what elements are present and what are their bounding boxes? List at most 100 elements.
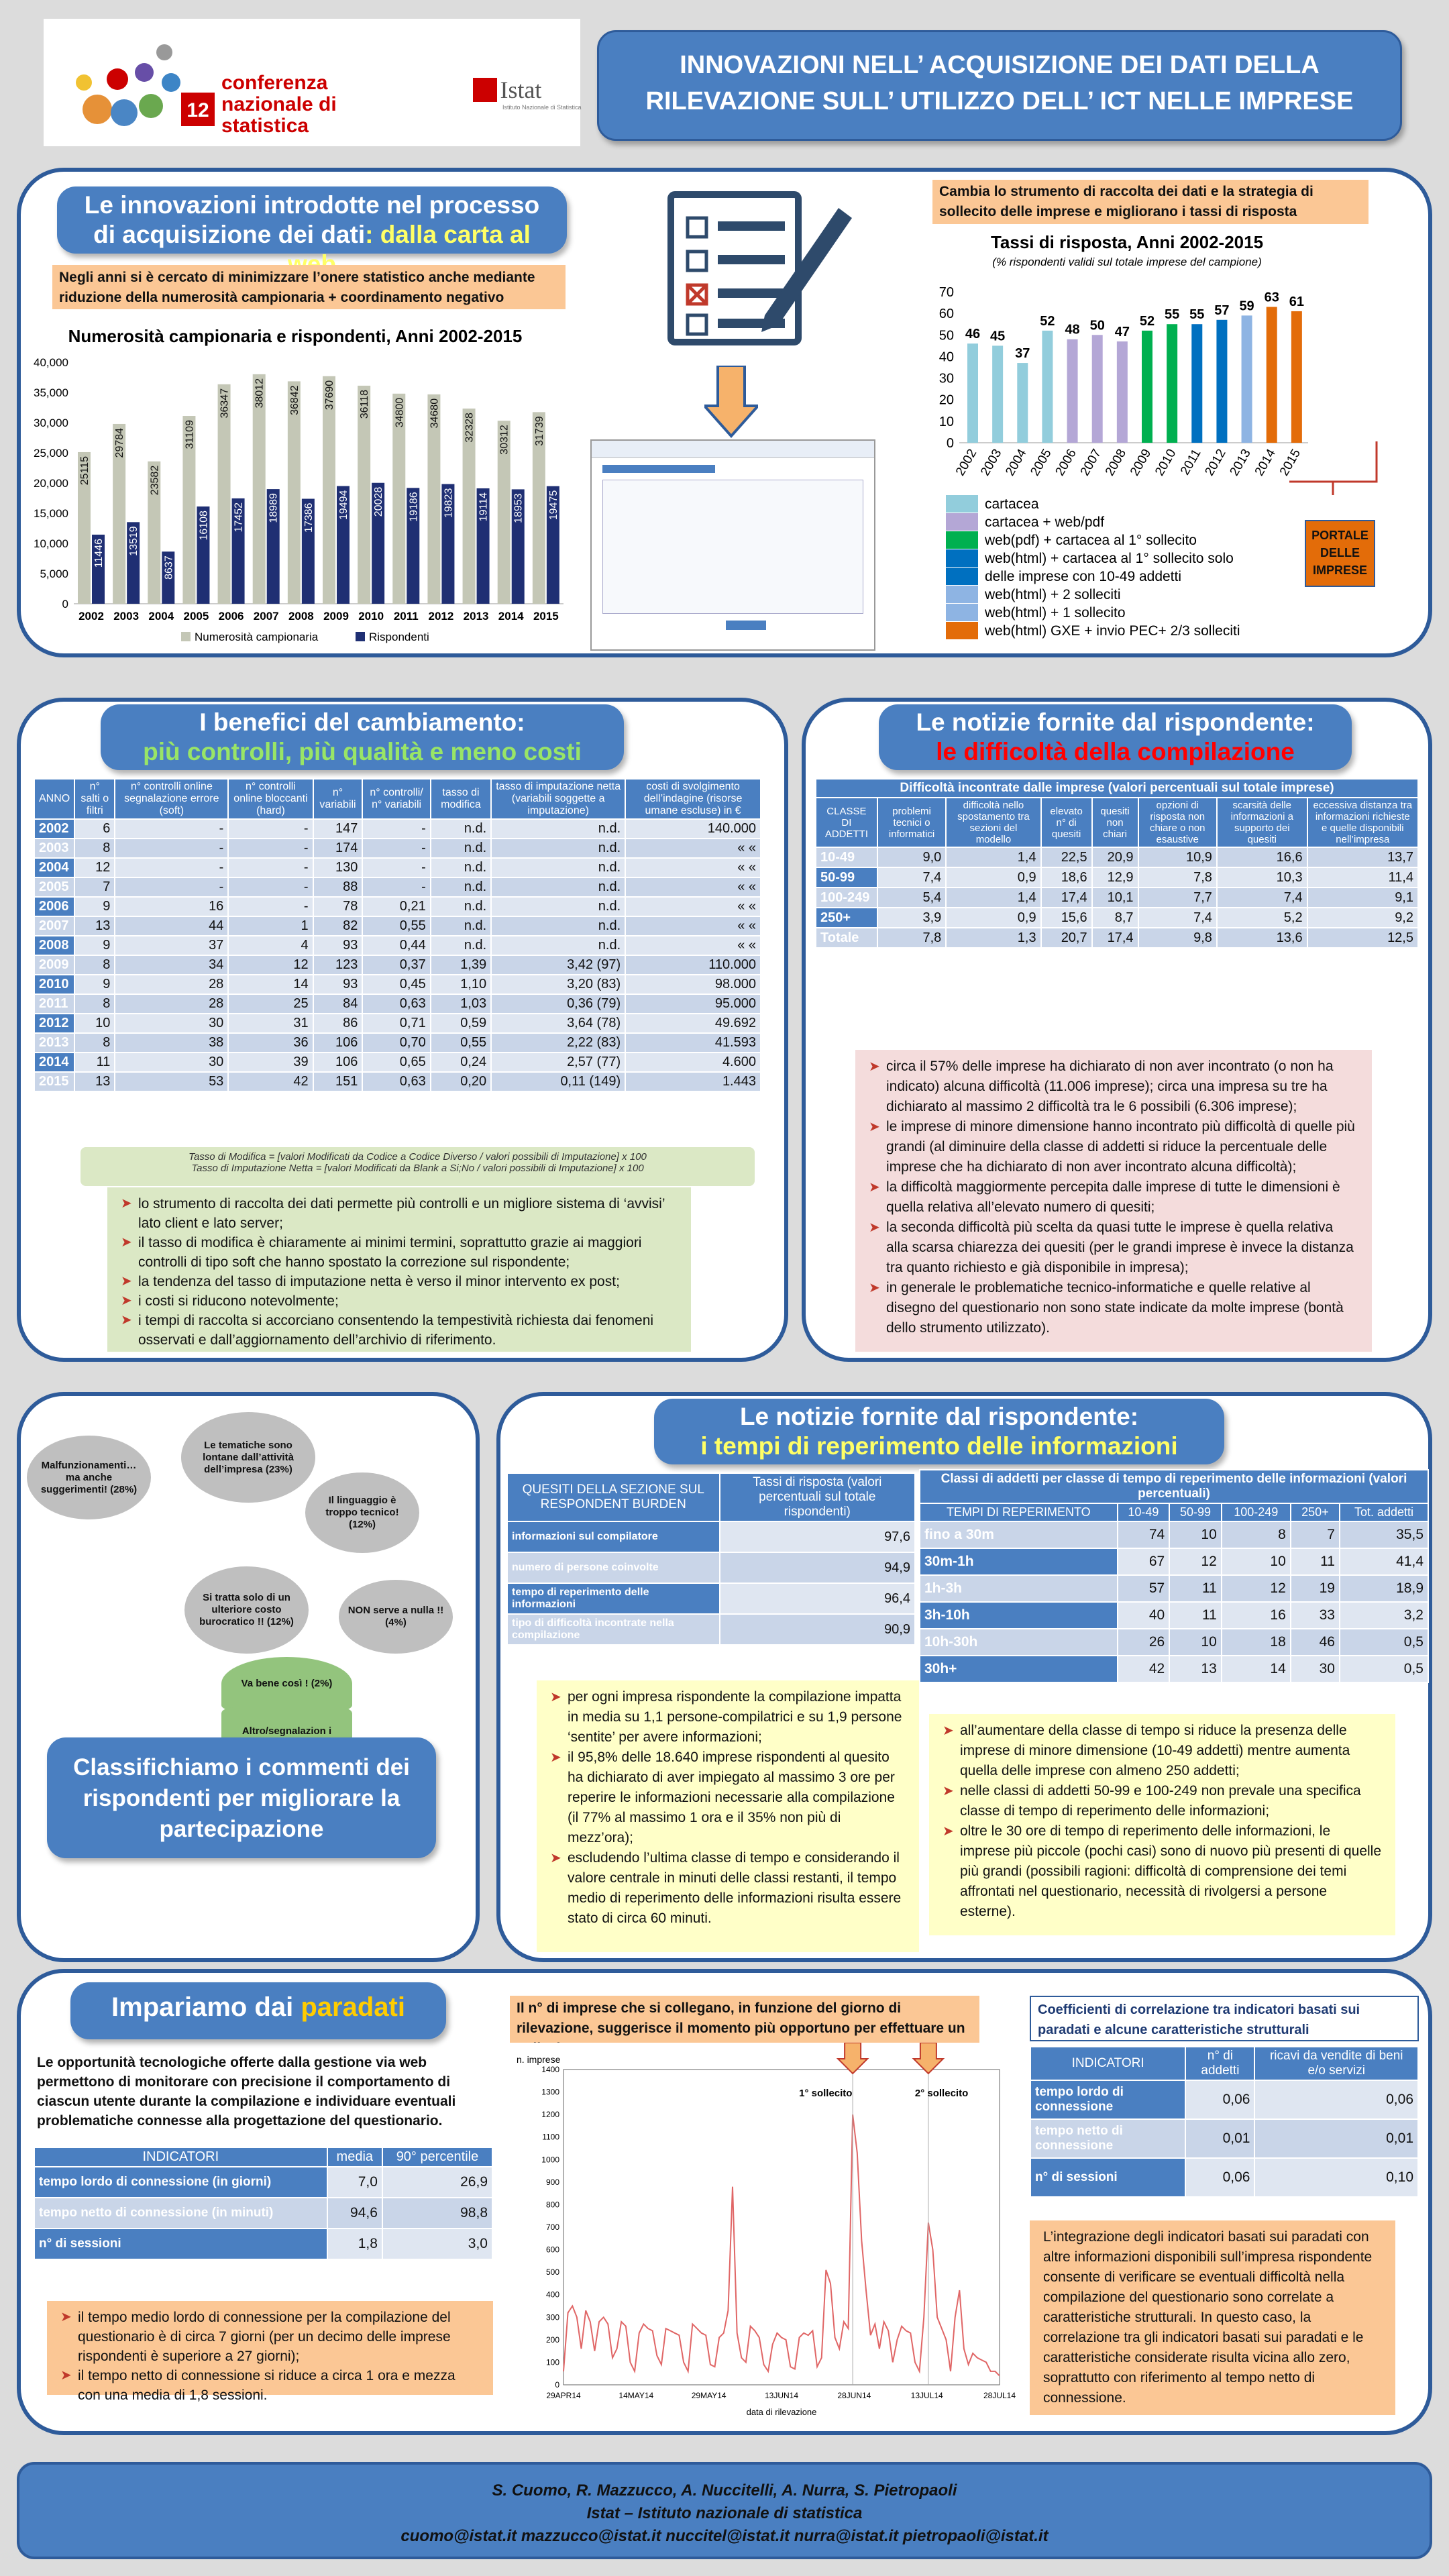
table-row: 2002 6- -147- n.d. n.d. 140.000 — [33, 818, 761, 839]
chart2-xtick: 2011 — [1178, 447, 1204, 478]
chart2-data-label: 47 — [1115, 325, 1130, 339]
chart1-xtick: 2009 — [323, 610, 349, 623]
table-cell: 94,9 — [718, 1552, 916, 1584]
table-cell: n.d. — [429, 818, 492, 839]
web-form-screenshot — [590, 439, 875, 651]
chart1-data-label: 36347 — [219, 388, 231, 419]
table-cell: n.d. — [490, 857, 627, 878]
table-row: informazioni sul compilatore 97,6 — [506, 1521, 916, 1553]
table-cell: 7,4 — [1216, 887, 1308, 908]
table-header: INDICATORI n° di addetti ricavi da vendite… — [1029, 2046, 1419, 2081]
chart3-ytick: 1000 — [541, 2155, 559, 2164]
table-cell: 98,8 — [381, 2197, 494, 2229]
chart1-ytick: 10,000 — [34, 537, 68, 550]
table-cell: - — [227, 818, 314, 839]
table-cell: 2005 — [33, 877, 76, 898]
table-cell: 2012 — [33, 1013, 76, 1034]
chart1-ytick: 30,000 — [34, 417, 68, 429]
table-cell: 130 — [312, 857, 364, 878]
chart2-legend-label: web(html) + 2 solleciti — [984, 587, 1120, 602]
bullet-item: lo strumento di raccolta dei dati permet… — [121, 1194, 678, 1233]
table-cell: 16 — [1220, 1601, 1291, 1629]
table-cell: 10 — [74, 1013, 116, 1034]
table-cell: 36 — [227, 1032, 314, 1053]
chart1-bar — [301, 498, 315, 604]
table-cell: 0,63 — [362, 994, 431, 1014]
table-cell: 1,3 — [945, 927, 1042, 949]
chart1-xtick: 2010 — [358, 610, 384, 623]
table-cell: 0,37 — [362, 955, 431, 975]
table-cell: 49.692 — [625, 1013, 761, 1034]
bullet-item: la difficoltà maggiormente percepita dal… — [869, 1177, 1358, 1218]
table-cell: - — [114, 838, 229, 859]
table-cell: 90,9 — [718, 1613, 916, 1646]
logo-box: 12 conferenza nazionale di statistica Is… — [44, 19, 582, 146]
chart2-ytick: 70 — [939, 285, 954, 300]
chart1-data-label: 19494 — [338, 490, 350, 520]
table-cell: tempo netto di connessione — [1029, 2118, 1187, 2159]
chart2-legend-label: web(html) + 1 sollecito — [984, 605, 1126, 621]
chart2-ytick: 40 — [939, 350, 954, 364]
table-cell: 16,6 — [1216, 847, 1308, 868]
table-cell: 10-49 — [815, 847, 878, 868]
bullet-item: la seconda difficoltà più scelta da quas… — [869, 1218, 1358, 1278]
chart1-data-label: 32328 — [464, 413, 476, 443]
table-cell: 123 — [312, 955, 364, 975]
chart2-data-label: 57 — [1214, 303, 1229, 318]
chart2-xtick: 2009 — [1128, 447, 1154, 478]
chart1-bar — [148, 461, 161, 604]
table-cell: 41,4 — [1338, 1548, 1430, 1576]
chart2-xtick: 2007 — [1078, 447, 1104, 478]
table-cell: 86 — [312, 1013, 364, 1034]
table-cell: 2,22 (83) — [490, 1032, 627, 1053]
table-cell: 42 — [1116, 1655, 1171, 1683]
chart1-data-label: 38012 — [254, 378, 266, 409]
table-cell: informazioni sul compilatore — [506, 1521, 720, 1553]
table-row: tempo di reperimento delle informazioni 9… — [506, 1582, 916, 1615]
chart3-xtick: 28JUN14 — [837, 2391, 871, 2400]
table-cell: 250+ — [815, 907, 878, 928]
chart2-bar — [967, 343, 978, 443]
chart1-data-label: 18989 — [268, 493, 280, 523]
table-cell: 13,6 — [1216, 927, 1308, 949]
table-cell: n.d. — [429, 838, 492, 859]
chart2-bar — [1291, 311, 1302, 443]
chart2-xtick: 2002 — [953, 447, 979, 478]
table-cell: 42 — [227, 1071, 314, 1092]
column-header: opzioni di risposta non chiare o non esa… — [1137, 797, 1218, 848]
table-cell: 0,24 — [429, 1052, 492, 1073]
chart1-xtick: 2008 — [288, 610, 314, 623]
chart1-bar — [392, 393, 406, 604]
checklist-icon — [667, 191, 852, 345]
table-cell: - — [227, 896, 314, 917]
table-cell: 10 — [1220, 1548, 1291, 1576]
table-cell: 7 — [74, 877, 116, 898]
table-cell: 3,0 — [381, 2228, 494, 2260]
chart1-ytick: 25,000 — [34, 447, 68, 460]
chart2-data-label: 55 — [1189, 307, 1204, 322]
chart1-ytick: 5,000 — [40, 568, 68, 580]
table-cell: 0,01 — [1185, 2118, 1256, 2159]
s1-right-note: Cambia lo strumento di raccolta dei dati… — [932, 180, 1368, 224]
table-row: 1h-3h 57 11 12 19 18,9 — [919, 1574, 1430, 1603]
benefits-table: ANNO n° salti o filtri n° controlli online… — [33, 778, 761, 1092]
table-cell: 74 — [1116, 1521, 1171, 1549]
column-header: tasso di imputazione netta (variabili so… — [490, 778, 627, 820]
table-row: 10h-30h 26 10 18 46 0,5 — [919, 1628, 1430, 1656]
table-cell: 7 — [1289, 1521, 1340, 1549]
table-cell: 2002 — [33, 818, 76, 839]
chart1-data-label: 37690 — [324, 380, 335, 411]
table-cell: - — [114, 857, 229, 878]
times-bullets-right: all’aumentare della classe di tempo si r… — [929, 1714, 1395, 1935]
chart2-bar — [1091, 335, 1103, 443]
table-cell: 0,71 — [362, 1013, 431, 1034]
paradata-table: INDICATORI media 90° percentile tempo lordo… — [34, 2147, 494, 2260]
table-cell: 1,39 — [429, 955, 492, 975]
table-cell: « « — [625, 896, 761, 917]
table-cell: 11 — [1169, 1574, 1222, 1603]
chart2-legend-swatch — [946, 586, 978, 603]
chart2-bar — [1142, 330, 1152, 443]
table-row: 2015 13 53 42 151 0,63 0,20 0,11 (149) 1.443 — [33, 1071, 761, 1092]
table-cell: 11 — [74, 1052, 116, 1073]
chart1-legend-label: Rispondenti — [369, 631, 429, 643]
